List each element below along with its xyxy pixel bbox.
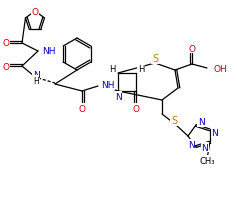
- Text: OH: OH: [214, 64, 228, 73]
- Text: O: O: [132, 104, 140, 113]
- Text: N: N: [33, 70, 39, 79]
- Text: NH: NH: [42, 47, 55, 56]
- Text: CH₃: CH₃: [200, 156, 215, 165]
- Text: H: H: [109, 65, 115, 74]
- Text: N: N: [115, 92, 121, 101]
- Text: NH: NH: [101, 81, 114, 90]
- Text: O: O: [188, 44, 196, 53]
- Text: H: H: [138, 64, 144, 73]
- Text: N: N: [188, 140, 195, 149]
- Text: O: O: [3, 39, 9, 48]
- Text: N: N: [201, 143, 208, 152]
- Text: S: S: [152, 54, 158, 64]
- Text: N: N: [198, 117, 205, 126]
- Text: S: S: [171, 115, 177, 125]
- Text: O: O: [32, 7, 38, 16]
- Text: O: O: [78, 104, 86, 113]
- Text: O: O: [3, 62, 9, 71]
- Text: N: N: [211, 129, 218, 138]
- Text: H: H: [33, 76, 39, 85]
